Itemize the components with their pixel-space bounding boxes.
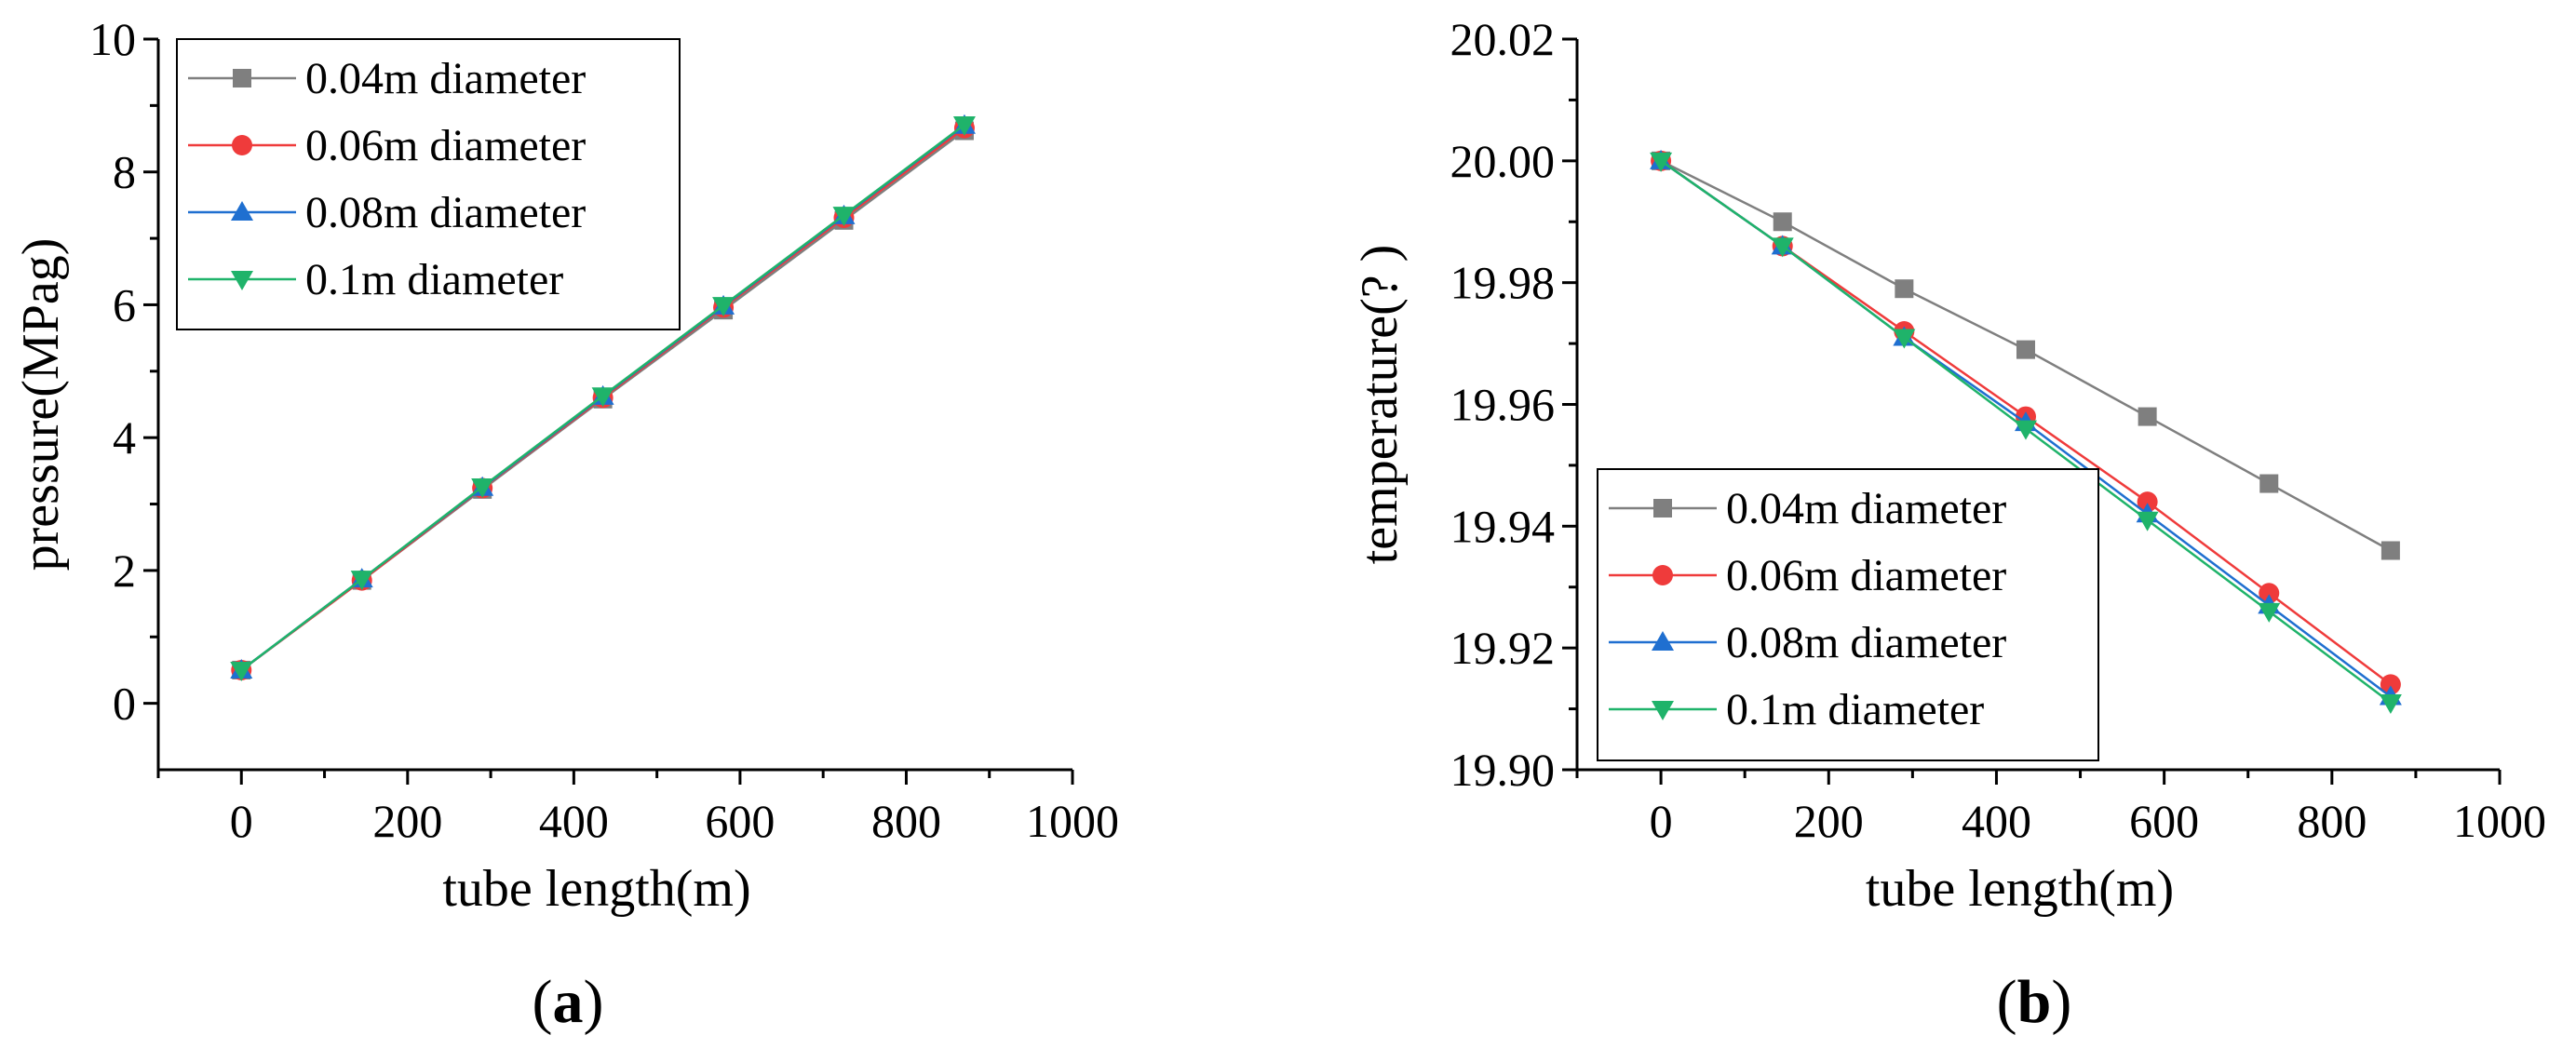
axes: 0 200 400 600 800 1000 19.90 19.92 19.94 19.96 19.… — [1450, 13, 2547, 847]
data-point — [350, 571, 373, 591]
y-tick-label: 19.92 — [1450, 622, 1556, 674]
data-point — [1650, 152, 1673, 172]
panel-a-chart: 0 200 400 600 800 1000 0 2 4 6 8 10 tube length(m) pr… — [12, 13, 1119, 1036]
x-tick-label: 800 — [871, 795, 941, 847]
y-tick-label: 6 — [113, 278, 136, 330]
y-tick-label: 20.02 — [1450, 13, 1556, 65]
y-tick-label: 4 — [113, 411, 136, 464]
data-point — [712, 297, 735, 317]
data-point — [1771, 237, 1794, 258]
data-point — [2380, 541, 2400, 560]
legend-label: 0.08m diameter — [305, 188, 586, 237]
panel-label: (b) — [1997, 968, 2072, 1036]
legend-label: 0.06m diameter — [1726, 551, 2006, 600]
x-tick-label: 600 — [705, 795, 775, 847]
legend-label: 0.08m diameter — [1726, 618, 2006, 667]
panel-b-chart: 0 200 400 600 800 1000 19.90 19.92 19.94 19.96 19.… — [1351, 13, 2546, 1036]
panel-letter: a — [553, 968, 584, 1036]
legend-marker — [231, 271, 253, 290]
legend: 0.04m diameter 0.06m diameter 0.08m diamet… — [176, 38, 681, 330]
x-axis-title: tube length(m) — [1866, 860, 2174, 918]
legend-item: 0.04m diameter — [1609, 484, 2006, 533]
data-point — [2258, 602, 2281, 623]
data-point — [230, 661, 253, 681]
legend-label: 0.04m diameter — [1726, 484, 2006, 533]
legend-marker — [231, 201, 253, 221]
legend-marker — [1653, 499, 1672, 518]
x-tick-label: 800 — [2297, 795, 2367, 847]
legend-item: 0.06m diameter — [1609, 551, 2006, 600]
y-tick-label: 10 — [89, 13, 136, 65]
legend-item: 0.06m diameter — [188, 121, 586, 170]
y-tick-label: 0 — [113, 678, 136, 730]
legend-box — [176, 38, 681, 330]
legend-item: 0.1m diameter — [188, 255, 563, 304]
legend-label: 0.1m diameter — [1726, 685, 1984, 734]
x-tick-label: 0 — [1650, 795, 1673, 847]
data-point — [591, 387, 614, 408]
y-tick-label: 20.00 — [1450, 135, 1556, 187]
data-point — [2380, 674, 2401, 695]
y-tick-label: 2 — [113, 544, 136, 597]
legend-item: 0.04m diameter — [188, 54, 586, 103]
data-point — [2136, 511, 2159, 531]
data-point — [1895, 279, 1914, 299]
x-tick-label: 400 — [539, 795, 609, 847]
legend-marker — [1652, 701, 1674, 720]
data-point — [832, 207, 856, 227]
y-tick-label: 19.98 — [1450, 257, 1556, 309]
x-tick-label: 400 — [1962, 795, 2031, 847]
x-tick-label: 1000 — [1026, 795, 1119, 847]
x-tick-label: 600 — [2129, 795, 2199, 847]
data-point — [952, 116, 976, 137]
data-point — [2138, 407, 2157, 426]
panel-paren: ( — [533, 968, 553, 1036]
legend-box — [1597, 468, 2099, 761]
legend-label: 0.04m diameter — [305, 54, 586, 103]
series-3 — [230, 116, 976, 681]
y-axis-title: temperature(? ) — [1351, 245, 1409, 565]
y-tick-label: 19.96 — [1450, 379, 1556, 431]
panel-letter: b — [2017, 968, 2052, 1036]
x-tick-label: 1000 — [2453, 795, 2546, 847]
panel-paren: ) — [584, 968, 604, 1036]
y-tick-label: 8 — [113, 146, 136, 198]
legend-marker — [232, 135, 252, 155]
y-axis-title: pressure(MPag) — [12, 238, 70, 571]
y-tick-label: 19.90 — [1450, 744, 1556, 796]
data-point — [2014, 420, 2037, 440]
legend-marker — [1652, 565, 1673, 585]
y-tick-label: 19.94 — [1450, 500, 1556, 552]
data-point — [1893, 329, 1916, 349]
x-axis-title: tube length(m) — [442, 860, 750, 918]
legend-marker — [233, 69, 251, 87]
panel-label: (a) — [533, 968, 604, 1036]
panel-paren: ) — [2051, 968, 2071, 1036]
data-point — [2259, 474, 2279, 493]
x-tick-label: 200 — [372, 795, 442, 847]
legend: 0.04m diameter 0.06m diameter 0.08m diamet… — [1597, 468, 2099, 761]
data-point — [2259, 583, 2280, 604]
series-3 — [1650, 152, 2402, 715]
x-tick-label: 200 — [1794, 795, 1864, 847]
panel-paren: ( — [1997, 968, 2017, 1036]
axes: 0 200 400 600 800 1000 0 2 4 6 8 10 — [89, 13, 1119, 847]
legend-item: 0.08m diameter — [188, 188, 586, 237]
legend-label: 0.06m diameter — [305, 121, 586, 170]
data-point — [2379, 694, 2402, 715]
data-point — [2016, 340, 2035, 359]
legend-item: 0.1m diameter — [1609, 685, 1984, 734]
legend-label: 0.1m diameter — [305, 255, 563, 304]
data-point — [1773, 212, 1792, 232]
legend-marker — [1652, 631, 1674, 651]
data-point — [2137, 491, 2158, 513]
legend-item: 0.08m diameter — [1609, 618, 2006, 667]
data-point — [471, 477, 494, 498]
x-tick-label: 0 — [230, 795, 253, 847]
